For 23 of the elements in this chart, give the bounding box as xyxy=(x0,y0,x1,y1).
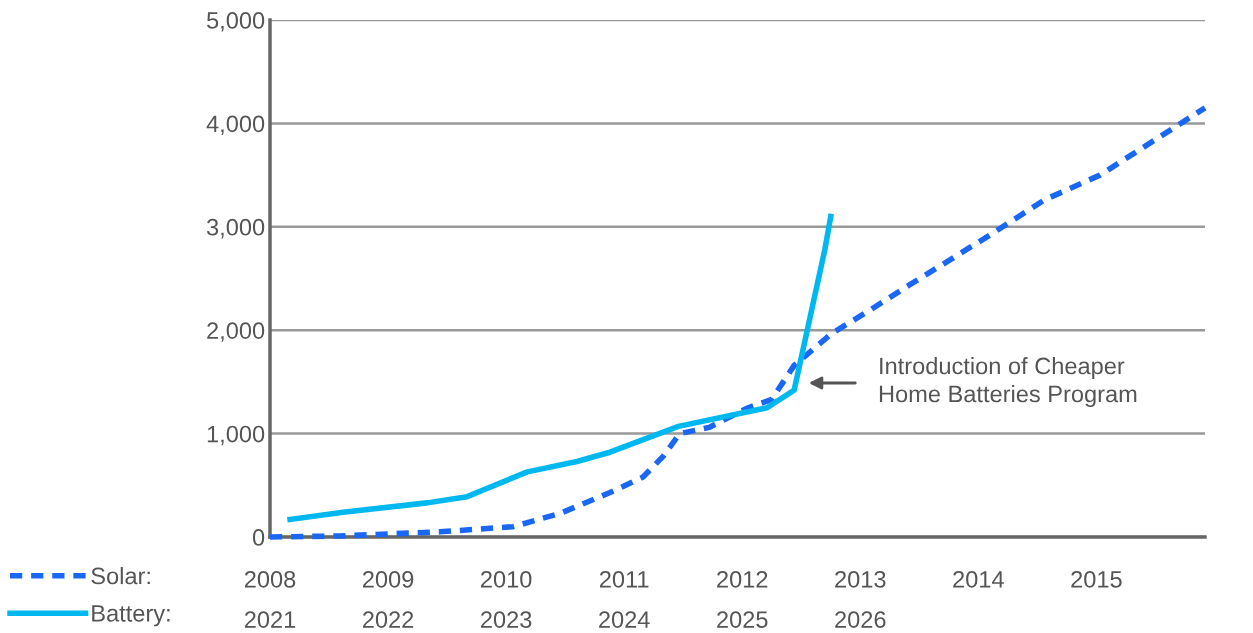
x2-tick-label: 2024 xyxy=(599,611,650,628)
legend-label: Solar: xyxy=(91,567,150,585)
y-tick-label: 1,000 xyxy=(207,425,265,446)
y-tick-label: 0 xyxy=(252,529,265,546)
annotation: Introduction of Cheaper Home Batteries Program xyxy=(879,357,1137,407)
x2-tick-label: 2025 xyxy=(717,611,768,628)
y-tick-label: 2,000 xyxy=(207,322,265,342)
x-tick-label: 2008 xyxy=(244,570,296,588)
x2-tick-label: 2023 xyxy=(481,611,532,628)
x2-tick-label: 2021 xyxy=(244,611,296,628)
x2-tick-label: 2022 xyxy=(362,611,414,628)
x-tick-label: 2013 xyxy=(835,570,886,588)
legend-label: Battery: xyxy=(92,605,170,627)
x-tick-label: 2014 xyxy=(953,570,1004,588)
x-tick-label: 2010 xyxy=(481,570,532,588)
x-tick-label: 2015 xyxy=(1071,570,1122,588)
x-tick-label: 2011 xyxy=(599,570,649,588)
x-tick-label: 2012 xyxy=(717,570,768,588)
y-tick-label: 4,000 xyxy=(206,115,265,135)
y-tick-label: 3,000 xyxy=(206,218,265,239)
y-tick-label: 5,000 xyxy=(207,12,265,32)
x-tick-label: 2009 xyxy=(362,570,414,588)
x2-tick-label: 2026 xyxy=(835,611,886,628)
